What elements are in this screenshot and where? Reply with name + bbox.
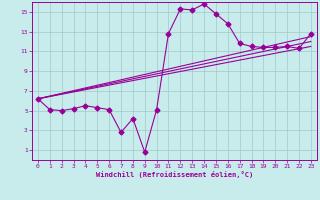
- X-axis label: Windchill (Refroidissement éolien,°C): Windchill (Refroidissement éolien,°C): [96, 171, 253, 178]
